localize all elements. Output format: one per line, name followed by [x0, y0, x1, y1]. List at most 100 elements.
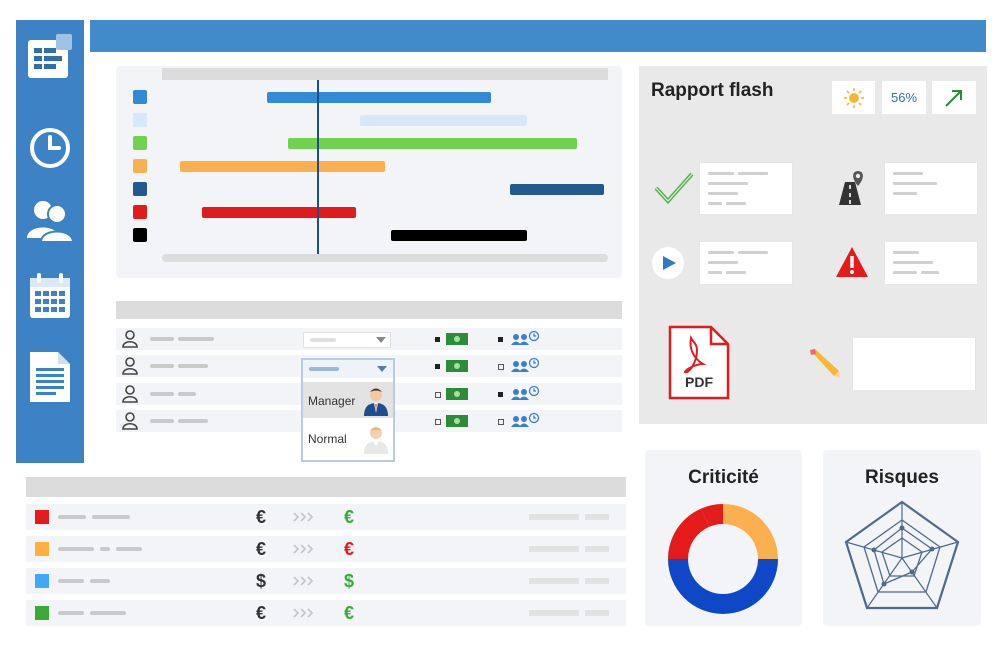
role-select[interactable] [303, 332, 391, 348]
criticality-donut [668, 504, 778, 614]
text-placeholder [178, 419, 208, 423]
dashboard-app-icon[interactable] [16, 34, 84, 80]
currency-to: $ [343, 571, 354, 591]
today-line [317, 80, 319, 254]
text-placeholder [150, 337, 174, 341]
gantt-bar[interactable] [288, 138, 577, 149]
gantt-bar[interactable] [267, 92, 491, 103]
text-placeholder [116, 547, 142, 551]
text-placeholder [100, 547, 110, 551]
option-label: Normal [308, 432, 347, 446]
gantt-header-bar [162, 68, 608, 80]
progress-percent[interactable]: 56% [882, 81, 926, 114]
text-placeholder [58, 611, 84, 615]
text-placeholder [529, 610, 579, 616]
user-icons [122, 330, 138, 430]
text-placeholder [90, 579, 110, 583]
text-placeholder [150, 364, 174, 368]
gantt-bar[interactable] [202, 207, 356, 218]
pdf-export-button[interactable]: PDF [667, 324, 731, 401]
text-placeholder [178, 337, 214, 341]
currency-to: € [343, 603, 354, 623]
text-placeholder [585, 546, 609, 552]
gantt-bar[interactable] [510, 184, 604, 195]
status-color-square [35, 542, 49, 556]
trend-up-arrow-icon [945, 90, 962, 107]
chevron-down-icon [376, 337, 386, 343]
text-placeholder [92, 515, 130, 519]
note-field[interactable] [852, 337, 976, 391]
option-normal[interactable]: Normal [303, 420, 393, 456]
info-card[interactable] [884, 162, 978, 215]
status-color-square [35, 510, 49, 524]
legend-square [133, 159, 147, 173]
gantt-scrollbar[interactable] [162, 254, 608, 262]
currency-from: € [255, 539, 266, 559]
legend-square [133, 205, 147, 219]
document-icon[interactable] [16, 350, 84, 404]
option-label: Manager [308, 394, 356, 408]
pdf-label: PDF [685, 374, 713, 390]
table-row[interactable] [26, 600, 626, 626]
clock-icon[interactable] [16, 126, 84, 170]
check-icon [654, 172, 694, 204]
gantt-bar[interactable] [180, 161, 385, 172]
user-permissions[interactable] [432, 330, 544, 430]
normal-user-avatar-icon [364, 427, 388, 454]
cost-table-header [26, 477, 626, 497]
currency-from: € [255, 603, 266, 623]
status-color-square [35, 574, 49, 588]
risks-radar-chart [844, 500, 960, 610]
role-dropdown[interactable]: Manager Normal [301, 358, 395, 462]
text-placeholder [150, 392, 174, 396]
road-location-icon [839, 171, 863, 205]
role-select-open[interactable] [303, 360, 393, 378]
text-placeholder [585, 578, 609, 584]
gantt-panel [116, 66, 622, 278]
text-placeholder [178, 392, 196, 396]
legend-square [133, 113, 147, 127]
risks-title: Risques [865, 467, 939, 488]
table-row[interactable] [26, 568, 626, 594]
currency-to: € [343, 507, 354, 527]
criticality-card: Criticité [645, 450, 802, 626]
users-table-header [116, 301, 622, 319]
gantt-bar[interactable] [391, 230, 527, 241]
pdf-file-icon [668, 325, 730, 400]
legend-square [133, 228, 147, 242]
info-card[interactable] [884, 241, 978, 285]
text-placeholder [529, 578, 579, 584]
pencil-icon[interactable] [807, 347, 841, 379]
legend-square [133, 90, 147, 104]
risks-card: Risques [823, 450, 981, 626]
sidebar [16, 20, 84, 463]
legend-square [133, 182, 147, 196]
text-placeholder [529, 546, 579, 552]
users-icon[interactable] [16, 196, 84, 244]
legend-square [133, 136, 147, 150]
gantt-bar[interactable] [360, 115, 527, 126]
currency-from: € [255, 507, 266, 527]
play-icon[interactable] [651, 246, 685, 280]
manager-avatar-icon [364, 388, 388, 416]
currency-to: € [343, 539, 354, 559]
currency-from: $ [255, 571, 266, 591]
chevron-down-icon [377, 366, 387, 372]
info-card[interactable] [699, 162, 793, 215]
option-manager[interactable]: Manager [303, 382, 393, 418]
text-placeholder [529, 514, 579, 520]
sun-icon [844, 88, 864, 108]
text-placeholder [90, 611, 126, 615]
trend-button[interactable] [932, 81, 976, 114]
text-placeholder [58, 579, 84, 583]
text-placeholder [58, 547, 94, 551]
text-placeholder [178, 364, 208, 368]
top-bar [90, 20, 986, 52]
criticality-title: Criticité [688, 467, 759, 488]
chevrons-right-icon [293, 512, 314, 618]
calendar-icon[interactable] [16, 272, 84, 320]
flash-report-title: Rapport flash [651, 80, 774, 101]
text-placeholder [585, 610, 609, 616]
weather-button[interactable] [832, 81, 875, 114]
info-card[interactable] [699, 241, 793, 285]
